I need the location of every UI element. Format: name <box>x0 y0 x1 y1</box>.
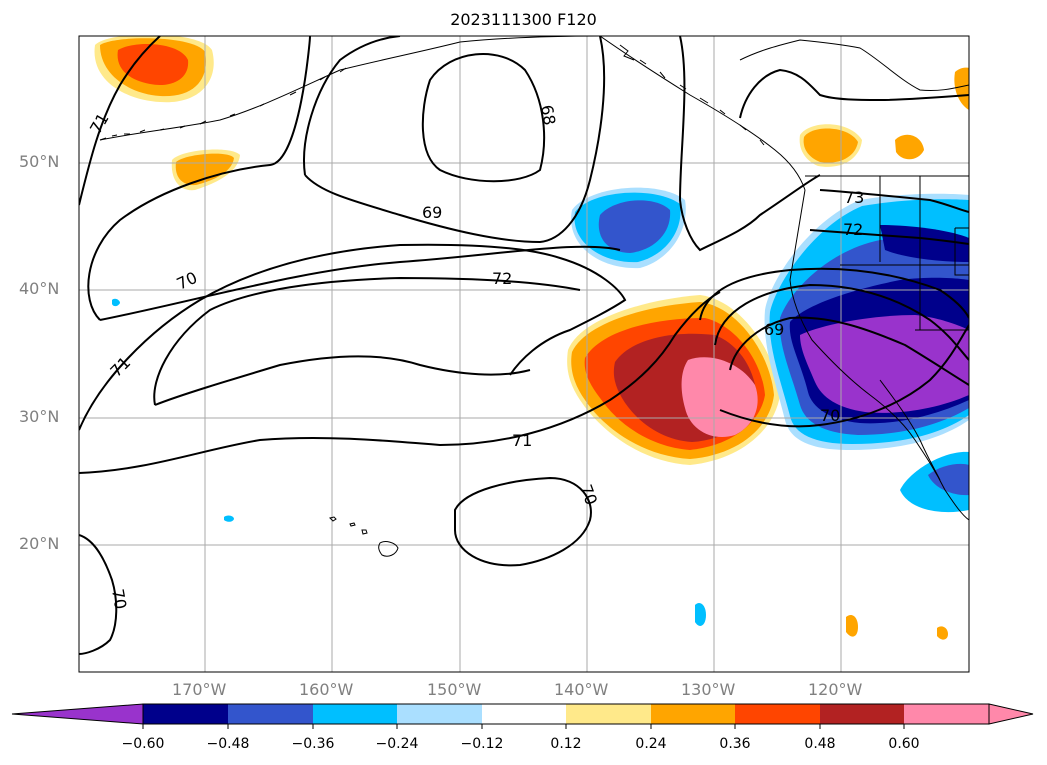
lon-label: 170°W <box>172 680 227 699</box>
graticule <box>79 36 969 672</box>
colorbar <box>11 703 1034 729</box>
contour-70-low <box>714 283 969 361</box>
contour-68 <box>421 53 546 183</box>
contour-71-east <box>719 324 969 428</box>
lon-label: 130°W <box>681 680 736 699</box>
anomaly-patch <box>598 200 671 253</box>
colorbar-tick-label: 0.48 <box>804 736 836 752</box>
anomaly-patch <box>880 225 969 262</box>
canada-interior-coast <box>739 39 969 91</box>
colorbar-tick-label: −0.24 <box>375 736 419 752</box>
contour-label: 69 <box>422 203 442 222</box>
contour-72b <box>154 355 531 406</box>
colorbar-segment <box>397 704 482 724</box>
west-coast <box>789 189 969 521</box>
lon-label: 140°W <box>554 680 609 699</box>
colorbar-tick-label: −0.60 <box>121 736 165 752</box>
colorbar-tick-label: 0.60 <box>888 736 920 752</box>
aleutian-islands <box>99 67 347 141</box>
colorbar-segment <box>143 704 228 724</box>
bc-coast <box>619 44 765 146</box>
colorbar-segment <box>313 704 397 724</box>
contour-72-east <box>809 229 969 245</box>
contour-label: 70 <box>820 406 840 425</box>
anomaly-fill-layer <box>94 36 969 640</box>
hawaii-islands <box>329 516 399 557</box>
colorbar-segment <box>482 704 566 724</box>
contour-label: 72 <box>492 269 512 288</box>
contour-69 <box>303 36 606 244</box>
contour-label: 72 <box>843 220 863 239</box>
colorbar-high-extension <box>988 703 1034 725</box>
contour-71-south <box>79 291 721 474</box>
anomaly-patch <box>800 315 969 413</box>
colorbar-segment <box>566 704 651 724</box>
map-frame <box>78 35 970 673</box>
anomaly-patch <box>695 603 706 626</box>
contour-label: 69 <box>764 320 784 339</box>
colorbar-low-extension <box>11 703 144 725</box>
lat-label: 40°N <box>19 279 60 298</box>
lon-label: 160°W <box>299 680 354 699</box>
contour-label: 71 <box>512 431 532 450</box>
colorbar-tick-label: −0.12 <box>460 736 504 752</box>
contour-70 <box>87 36 821 321</box>
anomaly-patch <box>954 67 969 110</box>
chart-title: 2023111300 F120 <box>450 10 597 29</box>
contour-70b <box>99 245 621 321</box>
anomaly-patch <box>112 298 120 307</box>
lat-label: 50°N <box>19 152 60 171</box>
colorbar-segment <box>651 704 735 724</box>
contour-71-low <box>699 267 969 321</box>
colorbar-tick-label: −0.36 <box>291 736 335 752</box>
contour-71 <box>79 243 627 431</box>
anomaly-patch <box>117 44 189 85</box>
lon-label: 120°W <box>808 680 863 699</box>
anomaly-patch <box>803 128 858 163</box>
anomaly-patch <box>928 463 969 496</box>
anomaly-patch <box>937 626 948 640</box>
contour-73 <box>819 189 969 213</box>
contour-70-south <box>454 476 592 567</box>
colorbar-tick-label: −0.48 <box>206 736 250 752</box>
lat-label: 20°N <box>19 534 60 553</box>
contour-70-sw <box>79 534 118 655</box>
contour-72 <box>153 276 581 406</box>
contour-69-low <box>729 316 969 386</box>
colorbar-tick-label: 0.36 <box>719 736 751 752</box>
colorbar-tick-label: 0.12 <box>550 736 582 752</box>
colorbar-segment <box>820 704 904 724</box>
anomaly-patch <box>895 134 924 160</box>
lat-label: 30°N <box>19 407 60 426</box>
contour-label: 70 <box>108 587 130 610</box>
colorbar-segment <box>228 704 313 724</box>
contour-label: 73 <box>844 188 864 207</box>
colorbar-segment <box>904 704 989 724</box>
baja-peninsula <box>879 379 941 481</box>
contour-label: 68 <box>537 103 559 126</box>
colorbar-segment <box>735 704 820 724</box>
contour-71-north <box>79 36 161 206</box>
alaska-panhandle <box>599 36 806 191</box>
anomaly-patch <box>224 515 234 522</box>
contour-label: 70 <box>576 482 601 508</box>
contour-label: 71 <box>86 110 113 137</box>
contour-ridge <box>739 68 969 119</box>
lon-label: 150°W <box>427 680 482 699</box>
colorbar-tick-label: 0.24 <box>635 736 667 752</box>
anomaly-patch <box>846 615 858 637</box>
contour-lines <box>79 36 969 655</box>
